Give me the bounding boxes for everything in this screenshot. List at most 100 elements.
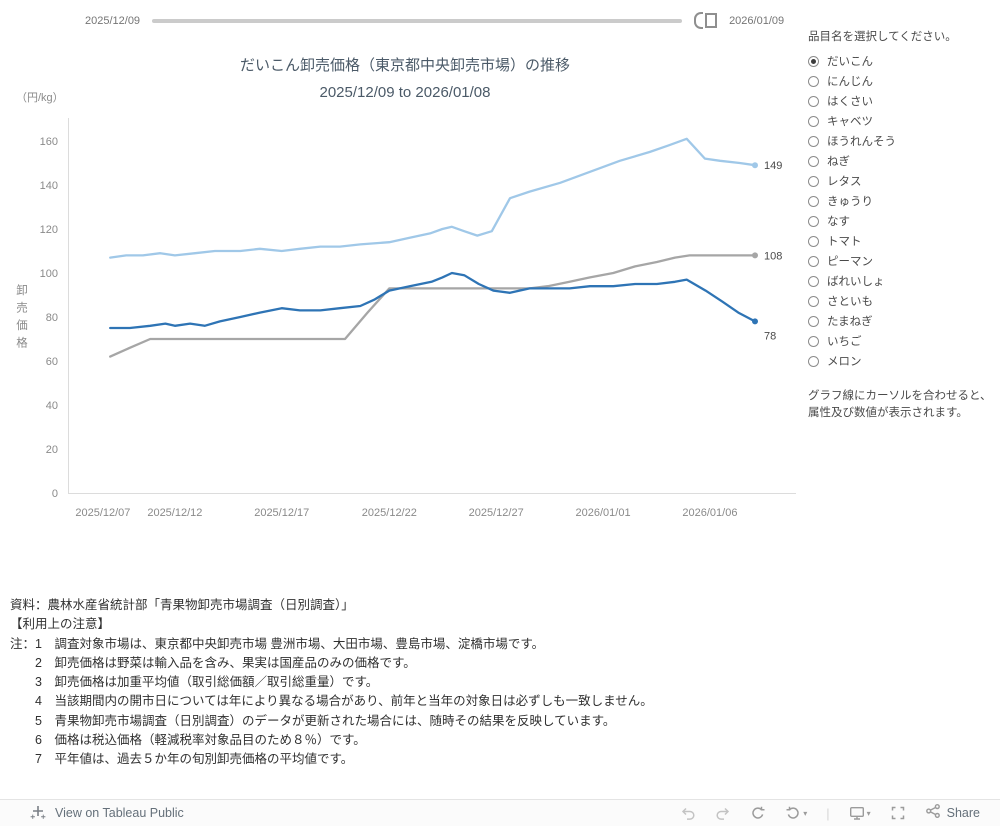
- radio-item-いちご[interactable]: いちご: [808, 331, 998, 351]
- radio-icon[interactable]: [808, 175, 819, 187]
- radio-item-label: メロン: [827, 356, 862, 368]
- note-line: 資料：農林水産省統計部「青果物卸売市場調査（日別調査）」: [10, 598, 354, 612]
- radio-item-きゅうり[interactable]: きゅうり: [808, 191, 998, 211]
- radio-item-トマト[interactable]: トマト: [808, 231, 998, 251]
- y-tick-label: 0: [52, 488, 58, 500]
- toolbar-divider: |: [826, 805, 830, 821]
- radio-item-label: だいこん: [827, 56, 873, 68]
- radio-icon[interactable]: [808, 315, 819, 327]
- radio-item-label: さといも: [827, 296, 873, 308]
- slider-handle-icon[interactable]: [694, 12, 718, 29]
- radio-item-label: にんじん: [827, 76, 873, 88]
- caret-down-icon[interactable]: ▾: [866, 808, 871, 818]
- unit-label: （円/kg）: [16, 92, 64, 104]
- tooltip-hint-line1: グラフ線にカーソルを合わせると、: [808, 390, 992, 402]
- radio-item-メロン[interactable]: メロン: [808, 351, 998, 371]
- reset-icon[interactable]: [750, 805, 766, 821]
- item-radio-list: だいこんにんじんはくさいキャベツほうれんそうねぎレタスきゅうりなす トマトピーマン…: [808, 51, 998, 371]
- dark-blue-line-end-label: 78: [764, 330, 776, 342]
- radio-item-にんじん[interactable]: にんじん: [808, 71, 998, 91]
- radio-item-なす[interactable]: なす: [808, 211, 998, 231]
- refresh-icon[interactable]: ▾: [785, 805, 807, 821]
- radio-selected-icon[interactable]: [808, 55, 819, 67]
- light-blue-line-end-marker[interactable]: [752, 162, 758, 169]
- radio-icon[interactable]: [808, 275, 819, 287]
- radio-item-label: たまねぎ: [827, 316, 873, 328]
- note-line: 4 当該期間内の開市日については年により異なる場合があり、前年と当年の対象日は必…: [10, 694, 653, 709]
- note-line: 7 平年値は、過去５か年の旬別卸売価格の平均値です。: [10, 752, 354, 767]
- fullscreen-icon[interactable]: [890, 805, 906, 821]
- x-tick-label: 2025/12/07: [75, 507, 130, 519]
- y-tick-label: 140: [40, 180, 58, 192]
- radio-item-label: キャベツ: [827, 116, 873, 128]
- caret-down-icon[interactable]: ▾: [803, 808, 808, 818]
- note-line: 6 価格は税込価格（軽減税率対象品目のため８％）です。: [10, 733, 366, 748]
- y-tick-label: 20: [46, 444, 58, 456]
- radio-icon[interactable]: [808, 95, 819, 107]
- gray-line[interactable]: [109, 254, 757, 358]
- y-tick-label: 120: [40, 224, 58, 236]
- undo-icon[interactable]: [680, 805, 696, 821]
- tableau-logo-icon: [30, 804, 46, 823]
- radio-item-レタス[interactable]: レタス: [808, 171, 998, 191]
- radio-icon[interactable]: [808, 355, 819, 367]
- radio-icon[interactable]: [808, 195, 819, 207]
- view-on-tableau-public[interactable]: View on Tableau Public: [30, 804, 184, 823]
- radio-icon[interactable]: [808, 155, 819, 167]
- x-tick-label: 2025/12/22: [362, 507, 417, 519]
- y-tick-label: 160: [40, 136, 58, 148]
- radio-item-はくさい[interactable]: はくさい: [808, 91, 998, 111]
- view-on-tableau-public-label: View on Tableau Public: [55, 806, 184, 820]
- gray-line-end-label: 108: [764, 250, 782, 262]
- radio-icon[interactable]: [808, 335, 819, 347]
- gray-line-end-marker[interactable]: [752, 252, 758, 259]
- share-button[interactable]: Share: [925, 803, 980, 824]
- radio-item-label: レタス: [827, 176, 862, 188]
- radio-icon[interactable]: [808, 255, 819, 267]
- price-line-chart: 0 20 40 60 80 100 120 140 160 2025/12/07 2025/12/1…: [40, 118, 796, 519]
- radio-icon[interactable]: [808, 215, 819, 227]
- item-select-title: 品目名を選択してください。: [808, 31, 957, 43]
- radio-item-ほうれんそう[interactable]: ほうれんそう: [808, 131, 998, 151]
- radio-item-label: ほうれんそう: [827, 136, 896, 148]
- dark-blue-line-end-marker[interactable]: [752, 318, 758, 325]
- y-tick-label: 80: [46, 312, 58, 324]
- radio-item-label: ばれいしょ: [827, 276, 885, 288]
- device-layout-icon[interactable]: ▾: [849, 805, 871, 821]
- slider-handle-box[interactable]: [705, 13, 718, 28]
- radio-icon[interactable]: [808, 295, 819, 307]
- y-axis-title: 卸売価格: [15, 284, 27, 354]
- radio-icon[interactable]: [808, 235, 819, 247]
- dark-blue-line[interactable]: [109, 271, 757, 330]
- slider-end-label: 2026/01/09: [729, 14, 785, 27]
- radio-item-キャベツ[interactable]: キャベツ: [808, 111, 998, 131]
- radio-item-さといも[interactable]: さといも: [808, 291, 998, 311]
- radio-icon[interactable]: [808, 75, 819, 87]
- redo-icon[interactable]: [715, 805, 731, 821]
- radio-item-label: ピーマン: [827, 256, 873, 268]
- radio-item-たまねぎ[interactable]: たまねぎ: [808, 311, 998, 331]
- x-tick-label: 2026/01/06: [682, 507, 737, 519]
- x-tick-label: 2025/12/27: [469, 507, 524, 519]
- tableau-toolbar: View on Tableau Public: [0, 799, 1000, 826]
- tooltip-hint: グラフ線にカーソルを合わせると、 属性及び数値が表示されます。: [808, 388, 998, 422]
- radio-icon[interactable]: [808, 115, 819, 127]
- slider-track[interactable]: [152, 18, 683, 23]
- x-tick-label: 2026/01/01: [576, 507, 631, 519]
- note-line: 3 卸売価格は加重平均値（取引総価額／取引総重量）です。: [10, 675, 379, 690]
- slider-handle-bracket[interactable]: [694, 12, 704, 29]
- radio-item-ねぎ[interactable]: ねぎ: [808, 151, 998, 171]
- radio-item-だいこん[interactable]: だいこん: [808, 51, 998, 71]
- radio-item-label: いちご: [827, 336, 862, 348]
- note-line: 5 青果物卸売市場調査（日別調査）のデータが更新された場合には、随時その結果を反…: [10, 713, 616, 728]
- date-range-slider: 2025/12/09 2026/01/09: [85, 12, 784, 29]
- light-blue-line[interactable]: [109, 137, 757, 259]
- slider-start-label: 2025/12/09: [85, 14, 141, 27]
- x-tick-label: 2025/12/17: [254, 507, 309, 519]
- radio-icon[interactable]: [808, 135, 819, 147]
- toolbar-actions: ▾ | ▾ Share: [680, 803, 980, 824]
- radio-item-label: きゅうり: [827, 196, 873, 208]
- radio-item-ばれいしょ[interactable]: ばれいしょ: [808, 271, 998, 291]
- radio-item-ピーマン[interactable]: ピーマン: [808, 251, 998, 271]
